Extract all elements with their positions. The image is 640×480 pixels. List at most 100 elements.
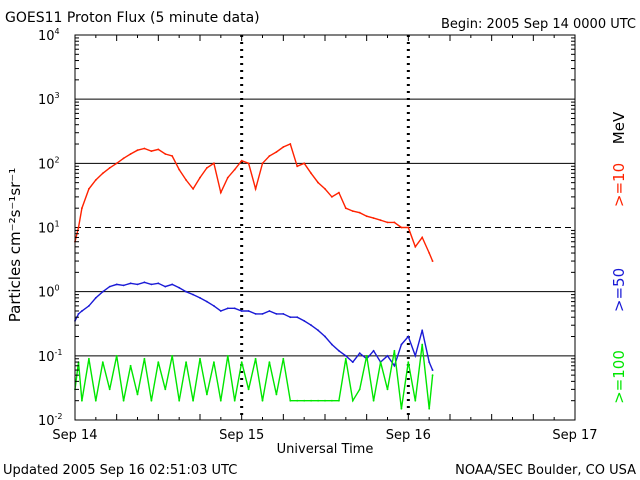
data-point xyxy=(150,150,153,153)
data-point xyxy=(254,188,257,190)
data-point xyxy=(372,349,375,352)
data-point xyxy=(247,388,250,391)
data-point xyxy=(275,393,278,396)
data-point xyxy=(317,329,319,332)
legend-label: >=100 xyxy=(610,350,628,404)
data-point xyxy=(240,310,243,312)
data-point xyxy=(268,361,271,363)
data-point xyxy=(351,399,354,402)
data-point xyxy=(414,354,417,357)
data-point xyxy=(199,176,201,179)
y-tick-label: 10-1 xyxy=(38,348,63,365)
data-point xyxy=(296,399,299,402)
data-point xyxy=(136,149,139,152)
x-tick-label: Sep 16 xyxy=(386,428,431,443)
y-tick-label: 102 xyxy=(38,155,60,172)
series-line xyxy=(74,344,434,409)
data-point xyxy=(108,388,111,391)
data-point xyxy=(268,310,271,312)
data-point xyxy=(344,357,347,360)
data-point xyxy=(303,162,306,165)
data-point xyxy=(88,305,90,307)
y-tick-label: 104 xyxy=(38,27,60,44)
data-point xyxy=(344,354,347,357)
data-point xyxy=(331,343,333,346)
legend-label: >=10 xyxy=(610,163,628,207)
data-point xyxy=(206,393,208,396)
data-point xyxy=(393,364,396,367)
data-point xyxy=(386,388,389,391)
data-point xyxy=(282,313,285,315)
data-point xyxy=(275,151,278,153)
data-point xyxy=(431,260,434,262)
data-point xyxy=(289,399,292,402)
data-point xyxy=(240,159,243,162)
data-point xyxy=(185,361,188,363)
data-point xyxy=(310,324,312,327)
data-point xyxy=(77,313,80,315)
data-point xyxy=(421,343,424,346)
data-point xyxy=(88,188,90,190)
legend-label: >=50 xyxy=(610,268,628,312)
data-point xyxy=(431,369,434,371)
data-point xyxy=(157,148,160,151)
data-point xyxy=(226,176,229,179)
data-point xyxy=(164,388,167,391)
data-point xyxy=(296,316,299,319)
data-point xyxy=(178,286,181,289)
data-point xyxy=(379,219,382,222)
data-point xyxy=(122,157,125,160)
y-axis-label: Particles cm⁻²s⁻¹sr⁻¹ xyxy=(6,168,24,322)
data-point xyxy=(101,361,104,363)
data-point xyxy=(178,399,181,402)
data-point xyxy=(268,155,271,157)
data-point xyxy=(275,313,278,315)
data-point xyxy=(206,167,208,169)
data-point xyxy=(365,215,368,218)
data-point xyxy=(431,374,434,376)
data-point xyxy=(115,162,118,165)
data-point xyxy=(129,153,132,155)
data-point xyxy=(219,310,222,312)
data-point xyxy=(226,354,229,357)
data-point xyxy=(157,361,160,363)
begin-time: Begin: 2005 Sep 14 0000 UTC xyxy=(441,17,636,32)
data-point xyxy=(199,357,201,360)
data-point xyxy=(233,399,236,402)
data-point xyxy=(344,207,347,210)
data-point xyxy=(338,349,340,352)
data-point xyxy=(372,399,375,402)
data-point xyxy=(247,310,250,312)
data-point xyxy=(310,399,312,402)
data-point xyxy=(213,162,215,165)
data-point xyxy=(122,284,125,287)
data-point xyxy=(233,168,236,171)
data-point xyxy=(428,361,431,363)
data-point xyxy=(81,207,83,210)
data-point xyxy=(115,354,118,357)
data-point xyxy=(331,399,333,402)
data-point xyxy=(143,357,146,360)
data-point xyxy=(94,399,97,402)
data-point xyxy=(261,162,264,165)
data-point xyxy=(261,313,264,315)
data-point xyxy=(192,188,195,190)
data-point xyxy=(421,236,424,239)
chart-title: GOES11 Proton Flux (5 minute data) xyxy=(5,10,260,26)
data-point xyxy=(393,349,396,352)
updated-time: Updated 2005 Sep 16 02:51:03 UTC xyxy=(3,463,237,478)
legend: >=10 MeV >=50 >=100 xyxy=(610,111,628,404)
data-point xyxy=(164,285,167,288)
data-point xyxy=(101,172,104,175)
data-point xyxy=(213,361,215,363)
data-point xyxy=(386,354,389,357)
data-point xyxy=(185,290,188,293)
y-tick-label: 10-2 xyxy=(38,412,63,429)
series-line xyxy=(74,281,434,371)
data-point xyxy=(254,357,257,360)
data-point xyxy=(206,300,208,303)
data-point xyxy=(81,399,83,402)
data-point xyxy=(178,168,181,171)
credit: NOAA/SEC Boulder, CO USA xyxy=(455,463,636,478)
x-tick-label: Sep 17 xyxy=(552,428,597,443)
